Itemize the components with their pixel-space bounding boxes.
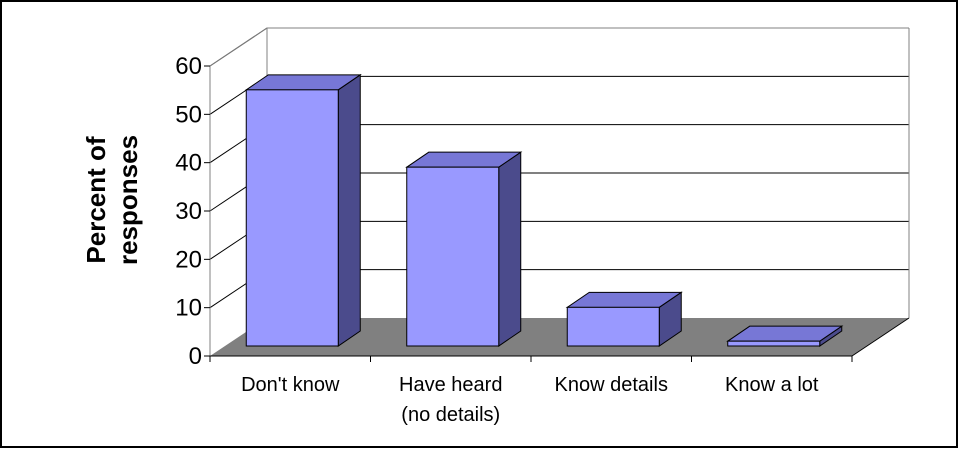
bar-1 — [405, 151, 523, 347]
y-axis-title: Percent ofresponses — [81, 135, 143, 265]
category-labels: Don't know Have heard (no details) Know det… — [241, 374, 819, 426]
category-label-line: Know a lot — [725, 374, 819, 396]
bar-front — [727, 340, 821, 347]
category-label-line: Have heard — [399, 374, 502, 396]
bar-front — [245, 89, 339, 347]
y-axis-ticks: 0 10 20 30 40 50 60 — [175, 53, 853, 370]
category-label-line: Don't know — [241, 374, 340, 396]
category-label: Don't know — [241, 374, 340, 396]
bar-0 — [244, 73, 362, 347]
bars — [244, 73, 844, 347]
chart-floor — [210, 318, 909, 356]
category-label-line: Know details — [555, 374, 668, 396]
y-tick-label: 40 — [175, 150, 202, 177]
category-label: Know a lot — [725, 374, 819, 396]
category-label-line: (no details) — [401, 404, 500, 426]
bar-front — [406, 166, 500, 347]
y-axis-title-line: Percent of — [81, 136, 111, 263]
y-axis-title-line: responses — [113, 135, 143, 265]
bar-2 — [565, 291, 683, 347]
y-tick-label: 10 — [175, 295, 202, 322]
bar-3 — [726, 325, 844, 347]
y-tick-label: 50 — [175, 101, 202, 128]
bar-side — [498, 151, 522, 347]
floor-right-edge — [851, 317, 910, 357]
bar-front — [566, 306, 660, 347]
bar-side — [337, 73, 361, 347]
y-tick-label: 0 — [189, 343, 202, 370]
y-tick-label: 60 — [175, 53, 202, 80]
y-tick-label: 30 — [175, 198, 202, 225]
category-label: Have heard (no details) — [399, 374, 502, 426]
y-tick-label: 20 — [175, 246, 202, 273]
side-wall-top-edge — [209, 27, 268, 67]
category-label: Know details — [555, 374, 668, 396]
